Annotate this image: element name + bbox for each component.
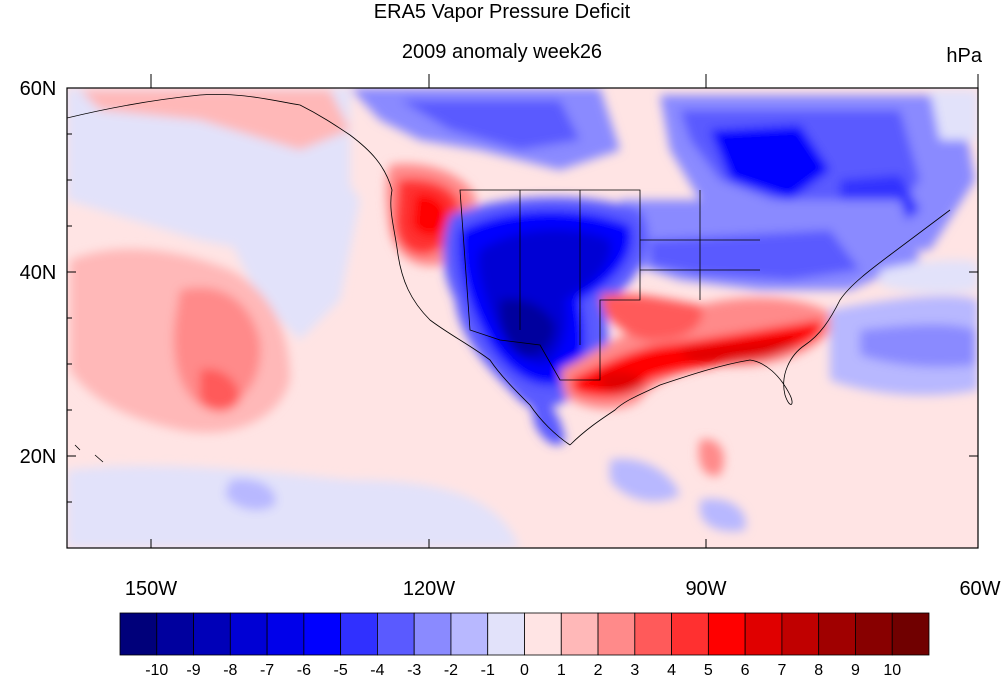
colorbar-box bbox=[340, 612, 378, 656]
colorbar-label: 3 bbox=[630, 662, 639, 679]
colorbar-box bbox=[671, 612, 709, 656]
colorbar-label: 6 bbox=[741, 662, 750, 679]
lat-label-40n: 40N bbox=[20, 262, 57, 284]
colorbar-label: 0 bbox=[520, 662, 529, 679]
colorbar-label: -8 bbox=[223, 662, 237, 679]
colorbar-label: 2 bbox=[594, 662, 603, 679]
colorbar-box bbox=[891, 612, 930, 656]
colorbar-label: 7 bbox=[777, 662, 786, 679]
units-label: hPa bbox=[946, 45, 982, 67]
colorbar-box bbox=[560, 612, 599, 656]
colorbar-box bbox=[119, 612, 158, 656]
colorbar-box bbox=[781, 612, 820, 656]
colorbar-label: 10 bbox=[883, 662, 901, 679]
colorbar-label: -9 bbox=[186, 662, 200, 679]
colorbar-label: -10 bbox=[145, 662, 168, 679]
colorbar-label: -3 bbox=[407, 662, 421, 679]
colorbar-label: 5 bbox=[704, 662, 713, 679]
colorbar-box bbox=[818, 612, 856, 656]
lat-label-20n: 20N bbox=[20, 446, 57, 468]
anomaly-field bbox=[67, 88, 978, 548]
colorbar-label: 1 bbox=[557, 662, 566, 679]
colorbar-label: -5 bbox=[334, 662, 348, 679]
colorbar-box bbox=[377, 612, 415, 656]
colorbar-box bbox=[855, 612, 893, 656]
lon-label-90w: 90W bbox=[685, 578, 726, 600]
colorbar: -10 -9 -8 -7 -6 -5 -4 -3 -2 -1 0 1 2 3 4 5 6 7 8 9 10 bbox=[119, 612, 930, 679]
colorbar-label: 9 bbox=[851, 662, 860, 679]
colorbar-box bbox=[229, 612, 268, 656]
lat-label-60n: 60N bbox=[20, 78, 57, 100]
chart-subtitle: 2009 anomaly week26 bbox=[401, 41, 603, 63]
colorbar-label: -2 bbox=[444, 662, 458, 679]
colorbar-label: -4 bbox=[370, 662, 384, 679]
colorbar-box bbox=[634, 612, 672, 656]
colorbar-box bbox=[156, 612, 194, 656]
lon-ticks bbox=[150, 74, 979, 548]
colorbar-label: -1 bbox=[481, 662, 495, 679]
colorbar-box bbox=[487, 612, 525, 656]
colorbar-box bbox=[266, 612, 305, 656]
colorbar-box bbox=[193, 612, 231, 656]
lon-label-60w: 60W bbox=[959, 578, 1000, 600]
lon-label-150w: 150W bbox=[125, 578, 177, 600]
coastlines bbox=[67, 93, 951, 463]
colorbar-box bbox=[744, 612, 783, 656]
chart-title: ERA5 Vapor Pressure Deficit bbox=[373, 1, 631, 23]
colorbar-box bbox=[597, 612, 636, 656]
colorbar-box bbox=[524, 612, 562, 656]
colorbar-label: -6 bbox=[297, 662, 311, 679]
colorbar-box bbox=[450, 612, 489, 656]
colorbar-label: -7 bbox=[260, 662, 274, 679]
colorbar-box bbox=[303, 612, 342, 656]
lat-ticks bbox=[67, 87, 978, 503]
colorbar-label: 4 bbox=[667, 662, 676, 679]
colorbar-label: 8 bbox=[814, 662, 823, 679]
lon-label-120w: 120W bbox=[403, 578, 455, 600]
colorbar-box bbox=[413, 612, 452, 656]
colorbar-box bbox=[707, 612, 746, 656]
